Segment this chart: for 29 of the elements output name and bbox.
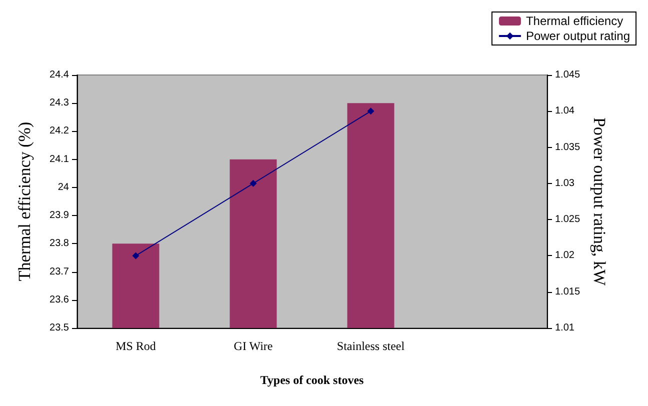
y-tick-label: 23.9 xyxy=(50,210,70,222)
y2-axis-title: Power output rating, kW xyxy=(590,117,609,286)
y2-tick-label: 1.02 xyxy=(555,250,575,262)
y-tick-label: 24.4 xyxy=(50,70,70,80)
y2-tick-label: 1.035 xyxy=(555,142,580,153)
y2-tick-label: 1.025 xyxy=(555,214,580,226)
y-tick-label: 23.5 xyxy=(50,322,70,334)
y-tick-label: 24.1 xyxy=(50,154,70,165)
y-tick-label: 24.3 xyxy=(50,98,70,109)
legend-label: Thermal efficiency xyxy=(526,14,624,28)
y2-tick-label: 1.03 xyxy=(555,178,575,189)
y-tick-label: 24 xyxy=(58,182,70,193)
y2-tick-label: 1.01 xyxy=(555,322,575,334)
y-tick-label: 24.2 xyxy=(50,126,70,137)
point xyxy=(132,252,140,260)
y-axis-title: Thermal efficiency (%) xyxy=(15,122,34,282)
y2-tick-label: 1.045 xyxy=(555,70,580,80)
y2-tick-label: 1.015 xyxy=(555,286,580,298)
x-tick-label: MS Rod xyxy=(116,339,156,353)
y-tick-label: 23.7 xyxy=(50,266,70,278)
x-tick-label: GI Wire xyxy=(234,339,273,353)
point xyxy=(367,108,374,115)
point xyxy=(250,180,257,187)
legend-label: Power output rating xyxy=(526,29,630,43)
x-tick-label: Stainless steel xyxy=(336,339,406,353)
x-axis-title: Types of cook stoves xyxy=(260,373,364,387)
y2-tick-label: 1.04 xyxy=(555,106,575,117)
y-tick-label: 23.6 xyxy=(50,294,70,306)
y-tick-label: 23.8 xyxy=(50,238,70,250)
